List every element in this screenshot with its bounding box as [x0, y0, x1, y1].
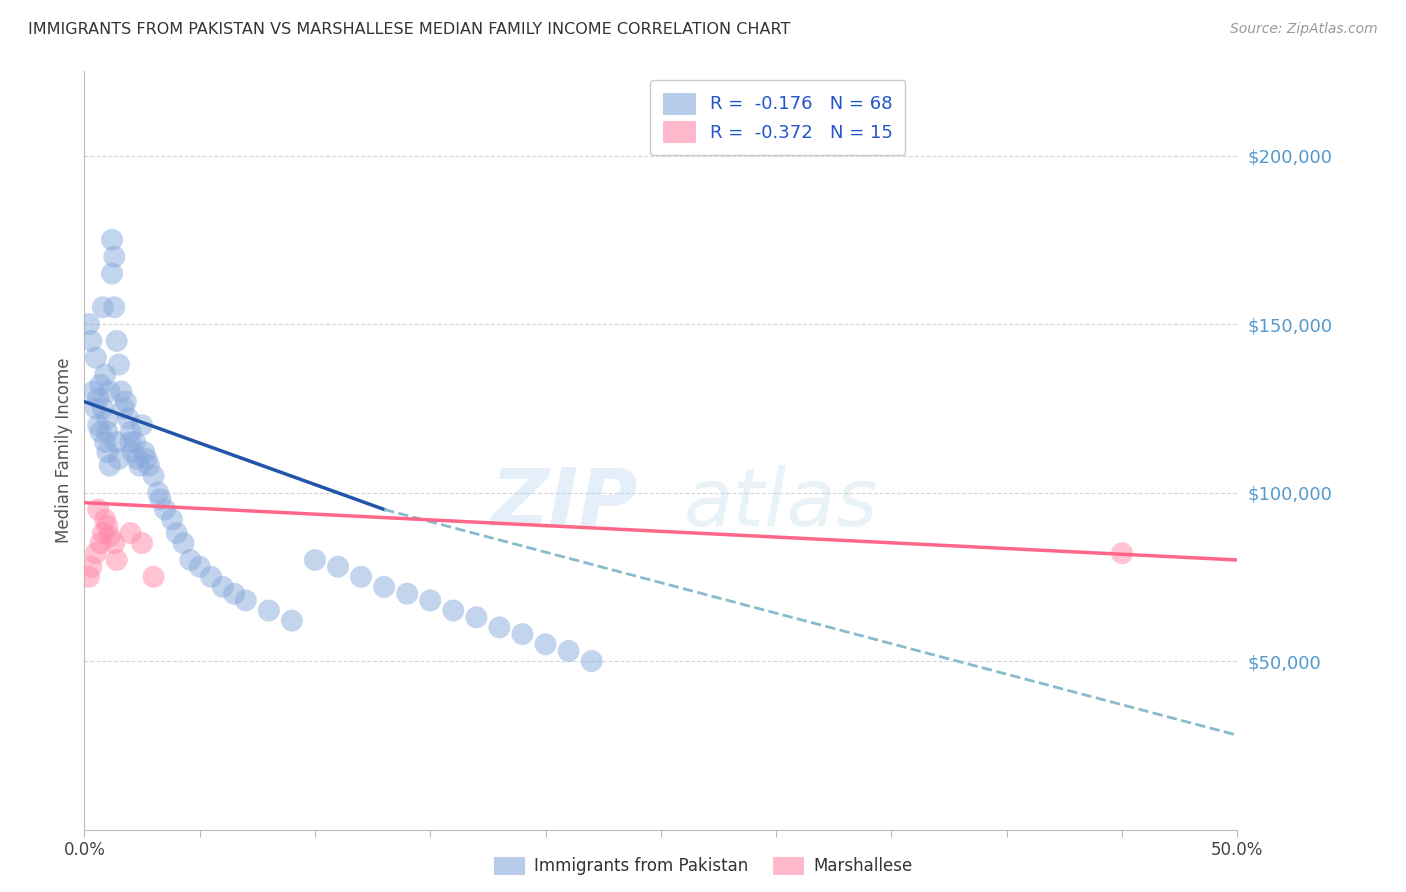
Point	[224, 587, 246, 601]
Point	[166, 526, 188, 541]
Point	[89, 536, 111, 550]
Point	[103, 300, 125, 314]
Point	[128, 458, 150, 473]
Point	[120, 435, 142, 450]
Point	[77, 317, 100, 331]
Point	[89, 425, 111, 439]
Point	[98, 384, 121, 399]
Point	[94, 512, 117, 526]
Point	[91, 526, 114, 541]
Point	[131, 536, 153, 550]
Text: ZIP: ZIP	[491, 465, 638, 542]
Point	[124, 435, 146, 450]
Point	[488, 620, 510, 634]
Point	[121, 445, 143, 459]
Point	[581, 654, 603, 668]
Point	[108, 358, 131, 372]
Point	[200, 570, 222, 584]
Point	[557, 644, 579, 658]
Point	[117, 411, 139, 425]
Point	[105, 435, 128, 450]
Point	[115, 394, 138, 409]
Point	[134, 445, 156, 459]
Point	[89, 377, 111, 392]
Point	[142, 570, 165, 584]
Point	[131, 418, 153, 433]
Point	[94, 435, 117, 450]
Point	[153, 502, 176, 516]
Point	[110, 384, 132, 399]
Point	[120, 425, 142, 439]
Point	[350, 570, 373, 584]
Point	[120, 526, 142, 541]
Point	[235, 593, 257, 607]
Point	[96, 519, 118, 533]
Point	[512, 627, 534, 641]
Point	[96, 445, 118, 459]
Point	[94, 368, 117, 382]
Legend: Immigrants from Pakistan, Marshallese: Immigrants from Pakistan, Marshallese	[485, 849, 921, 884]
Point	[101, 267, 124, 281]
Point	[534, 637, 557, 651]
Point	[77, 570, 100, 584]
Point	[84, 546, 107, 560]
Point	[419, 593, 441, 607]
Point	[103, 250, 125, 264]
Point	[465, 610, 488, 624]
Point	[101, 233, 124, 247]
Point	[188, 559, 211, 574]
Point	[149, 492, 172, 507]
Point	[91, 300, 114, 314]
Point	[127, 451, 149, 466]
Point	[98, 529, 121, 543]
Point	[135, 451, 157, 466]
Point	[146, 485, 169, 500]
Point	[84, 401, 107, 416]
Point	[304, 553, 326, 567]
Point	[98, 458, 121, 473]
Point	[179, 553, 201, 567]
Point	[96, 411, 118, 425]
Point	[138, 458, 160, 473]
Point	[112, 401, 135, 416]
Point	[441, 603, 464, 617]
Point	[80, 334, 103, 348]
Point	[80, 559, 103, 574]
Point	[87, 391, 110, 405]
Point	[142, 468, 165, 483]
Point	[84, 351, 107, 365]
Text: atlas: atlas	[683, 465, 879, 542]
Point	[87, 418, 110, 433]
Point	[160, 512, 183, 526]
Point	[103, 536, 125, 550]
Point	[91, 401, 114, 416]
Point	[211, 580, 233, 594]
Legend: R =  -0.176   N = 68, R =  -0.372   N = 15: R = -0.176 N = 68, R = -0.372 N = 15	[651, 80, 905, 154]
Point	[326, 559, 349, 574]
Point	[105, 334, 128, 348]
Text: IMMIGRANTS FROM PAKISTAN VS MARSHALLESE MEDIAN FAMILY INCOME CORRELATION CHART: IMMIGRANTS FROM PAKISTAN VS MARSHALLESE …	[28, 22, 790, 37]
Point	[257, 603, 280, 617]
Point	[173, 536, 195, 550]
Point	[83, 384, 105, 399]
Point	[396, 587, 419, 601]
Y-axis label: Median Family Income: Median Family Income	[55, 358, 73, 543]
Point	[373, 580, 395, 594]
Point	[105, 553, 128, 567]
Point	[108, 451, 131, 466]
Point	[87, 502, 110, 516]
Text: Source: ZipAtlas.com: Source: ZipAtlas.com	[1230, 22, 1378, 37]
Point	[281, 614, 304, 628]
Point	[1111, 546, 1133, 560]
Point	[96, 425, 118, 439]
